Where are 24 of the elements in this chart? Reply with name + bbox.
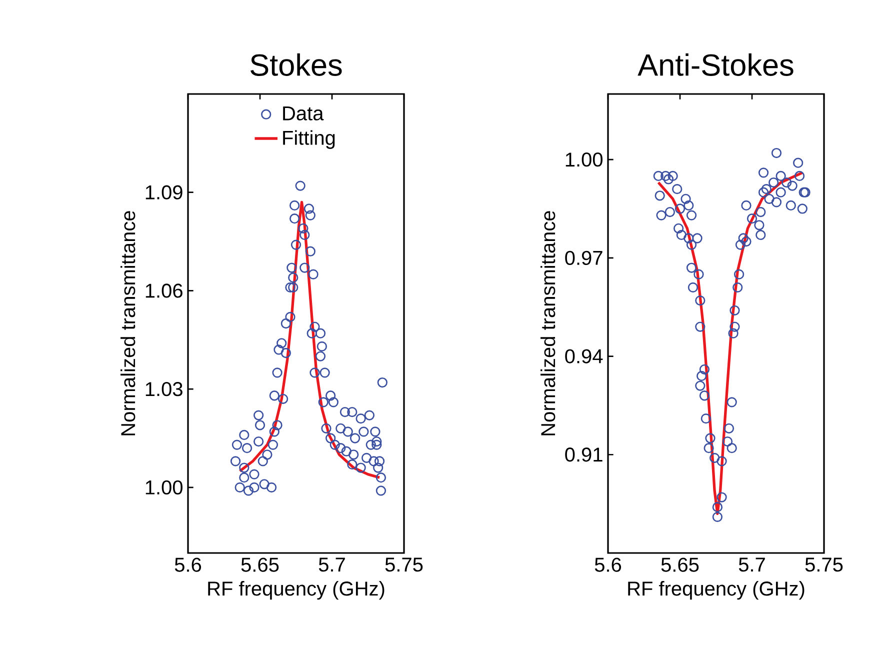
x-axis-title: RF frequency (GHz) (628, 581, 804, 600)
y-tick-label: 1.00 (146, 480, 182, 494)
x-tick-label: 5.65 (241, 558, 279, 572)
y-axis-title: Normalized transmittance (120, 211, 136, 436)
x-tick-label: 5.7 (738, 558, 765, 572)
x-tick-label: 5.75 (805, 558, 843, 572)
legend-label: Fitting (283, 130, 335, 149)
x-tick-label: 5.6 (174, 558, 202, 572)
x-axis-title: RF frequency (GHz) (208, 581, 384, 600)
y-tick-label: 0.91 (565, 448, 602, 462)
y-tick-label: 1.06 (146, 284, 182, 298)
x-tick-label: 5.6 (594, 558, 622, 572)
x-tick-label: 5.65 (661, 558, 699, 572)
chart-title: Anti-Stokes (638, 53, 794, 76)
y-tick-label: 1.09 (146, 185, 182, 200)
x-tick-label: 5.75 (385, 558, 423, 572)
chart-title: Stokes (250, 53, 342, 76)
y-tick-label: 0.94 (565, 349, 603, 364)
legend-label: Data (283, 106, 324, 120)
y-axis-title: Normalized transmittance (540, 211, 556, 436)
y-tick-label: 0.97 (565, 250, 602, 265)
y-tick-label: 1.03 (146, 382, 182, 396)
y-tick-label: 1.00 (566, 152, 602, 167)
x-tick-label: 5.7 (318, 558, 345, 572)
